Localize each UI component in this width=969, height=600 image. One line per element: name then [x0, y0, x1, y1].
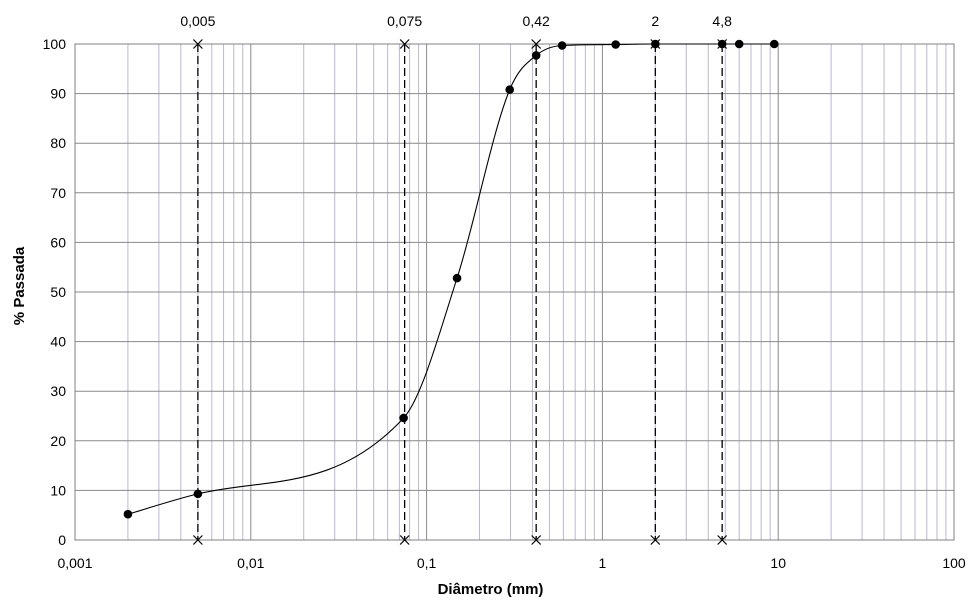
reference-line-label: 4,8 [712, 13, 732, 29]
data-point [531, 51, 541, 60]
cross-marker [399, 39, 410, 49]
y-tick-label: 10 [50, 482, 66, 498]
data-point [734, 39, 744, 49]
reference-line-label: 2 [651, 13, 659, 29]
y-tick-label: 40 [50, 334, 66, 350]
x-axis-title: Diâmetro (mm) [438, 581, 544, 598]
cross-marker [531, 535, 542, 545]
data-point [769, 39, 779, 49]
data-point [452, 273, 462, 283]
curve-layer [127, 43, 775, 515]
cross-marker [192, 39, 203, 49]
data-point [123, 509, 133, 519]
y-tick-label: 50 [50, 284, 66, 300]
data-point [611, 40, 620, 49]
y-axis-title: % Passada [11, 246, 28, 325]
x-tick-label: 100 [942, 555, 966, 571]
y-tick-label: 0 [58, 532, 66, 548]
cross-marker [717, 535, 728, 545]
cross-marker [399, 535, 410, 545]
y-tick-label: 70 [50, 185, 66, 201]
y-tick-label: 20 [50, 433, 66, 449]
data-point [717, 39, 727, 49]
grid [74, 43, 955, 541]
cross-marker [531, 39, 542, 49]
x-tick-label: 10 [770, 555, 786, 571]
y-tick-label: 30 [50, 383, 66, 399]
data-point [651, 39, 660, 49]
data-point [505, 85, 515, 94]
reference-line-label: 0,42 [523, 13, 550, 29]
x-tick-label: 1 [599, 555, 607, 571]
data-point [399, 413, 408, 423]
y-tick-label: 90 [50, 86, 66, 102]
reference-line-label: 0,075 [387, 13, 422, 29]
plot-area-border [74, 43, 955, 541]
y-tick-label: 80 [50, 135, 66, 151]
reference-line-label: 0,005 [180, 13, 215, 29]
data-point [557, 41, 567, 50]
x-tick-label: 0,1 [417, 555, 437, 571]
y-tick-label: 100 [43, 36, 67, 52]
data-points [123, 39, 779, 519]
tick-labels: 0 10 20 30 40 50 60 70 80 90 100 0,001 0,01 0,1 1 10 100… [43, 13, 966, 571]
grading-curve [127, 43, 775, 515]
x-tick-label: 0,001 [57, 555, 92, 571]
x-tick-label: 0,01 [237, 555, 264, 571]
cross-marker [650, 535, 661, 545]
y-tick-label: 60 [50, 234, 66, 250]
data-point [193, 489, 203, 499]
cross-marker [192, 535, 203, 545]
